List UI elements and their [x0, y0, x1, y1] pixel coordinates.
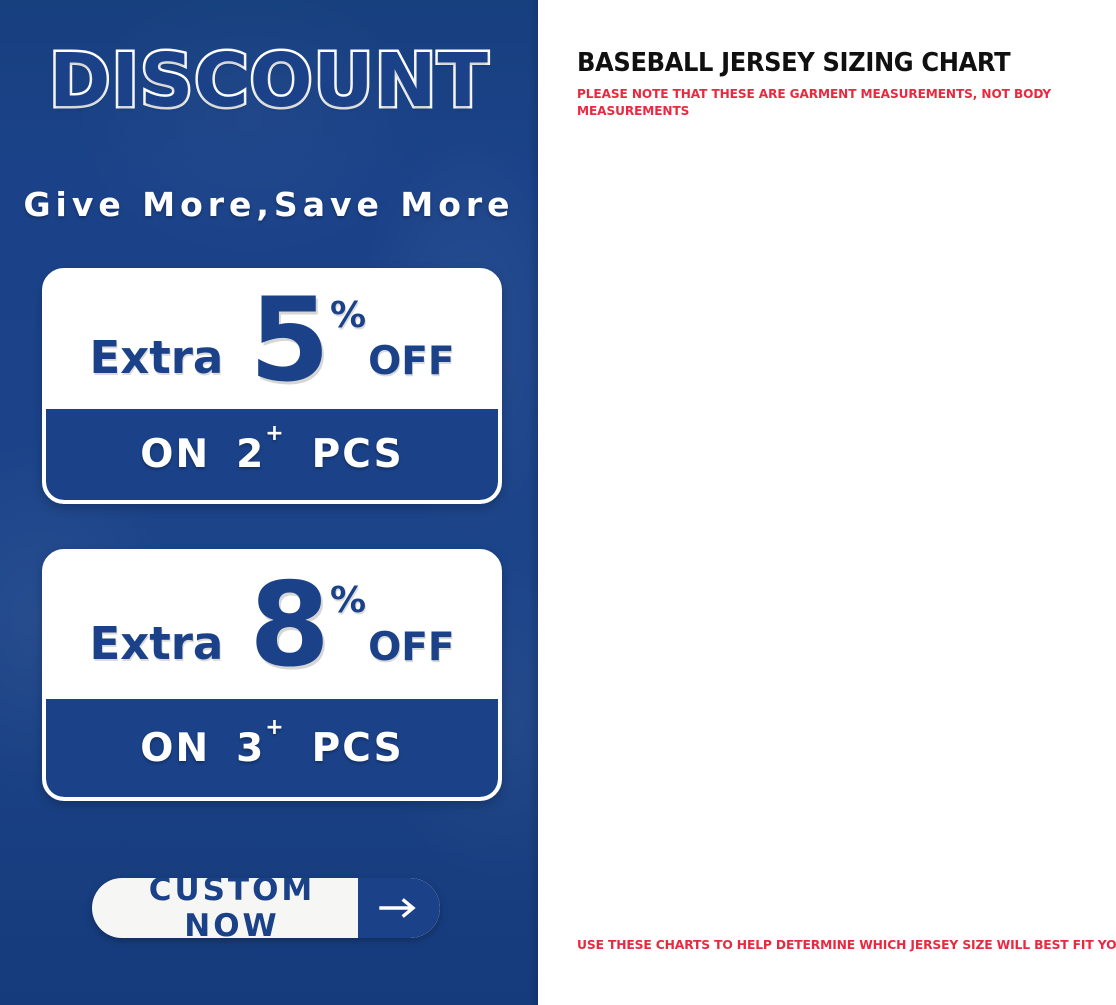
discount-card-5-percent[interactable]: Extra 5 % OFF ON 2+ PCS	[42, 268, 502, 504]
discount-off-label: OFF	[368, 339, 455, 385]
chart-footer-note: USE THESE CHARTS TO HELP DETERMINE WHICH…	[577, 937, 1116, 952]
chart-disclaimer-note: PLEASE NOTE THAT THESE ARE GARMENT MEASU…	[577, 86, 1052, 119]
discount-condition-bar: ON 2+ PCS	[46, 408, 498, 500]
arrow-right-icon	[358, 878, 440, 938]
condition-plus-icon: +	[265, 714, 286, 740]
discount-extra-label: Extra	[89, 617, 224, 671]
condition-on-label: ON	[140, 725, 211, 771]
discount-card-8-percent[interactable]: Extra 8 % OFF ON 3+ PCS	[42, 549, 502, 801]
condition-quantity: 3	[236, 725, 266, 771]
discount-percent-value: 8	[249, 558, 331, 694]
percent-sign-icon: %	[330, 294, 367, 336]
discount-extra-label: Extra	[89, 331, 224, 385]
percent-sign-icon: %	[330, 580, 367, 622]
discount-card-body: Extra 5 % OFF	[46, 272, 498, 409]
custom-now-button[interactable]: CUSTOM NOW	[92, 878, 440, 938]
discount-condition-bar: ON 3+ PCS	[46, 699, 498, 797]
discount-percent-value: 5	[249, 272, 331, 408]
condition-unit-label: PCS	[311, 725, 404, 771]
discount-off-label: OFF	[368, 625, 455, 671]
condition-on-label: ON	[140, 431, 211, 477]
sizing-chart-panel: BASEBALL JERSEY SIZING CHART PLEASE NOTE…	[545, 0, 1116, 1005]
condition-unit-label: PCS	[311, 431, 404, 477]
discount-promo-panel: DISCOUNT Give More,Save More Extra 5 % O…	[0, 0, 538, 1005]
page-title: DISCOUNT	[47, 36, 491, 127]
custom-now-label: CUSTOM NOW	[148, 878, 316, 938]
promo-subheadline: Give More,Save More	[23, 185, 515, 224]
chart-title: BASEBALL JERSEY SIZING CHART	[577, 48, 1011, 78]
discount-card-body: Extra 8 % OFF	[46, 553, 498, 700]
condition-quantity: 2	[236, 431, 266, 477]
condition-plus-icon: +	[265, 420, 286, 446]
